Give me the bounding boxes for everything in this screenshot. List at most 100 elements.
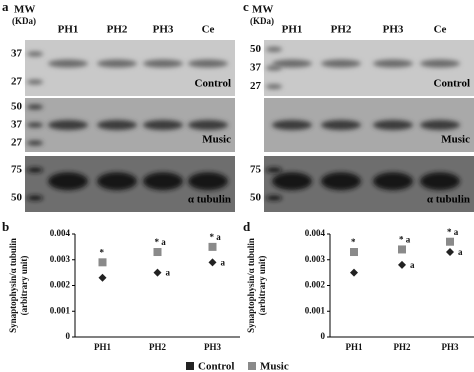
ladder-band: [27, 104, 43, 110]
mw-marker: 37: [250, 62, 262, 74]
ladder-band: [27, 167, 43, 173]
point-label: a: [410, 260, 415, 270]
point: [350, 248, 358, 257]
point: [98, 273, 107, 282]
mw-unit: (KDa): [250, 16, 274, 26]
ladder-band: [266, 84, 282, 90]
blot-band: [188, 120, 228, 130]
blot-label: Control: [434, 78, 470, 90]
mw-header: MW: [252, 4, 273, 16]
blot-band: [97, 120, 137, 130]
point: [398, 260, 406, 269]
lane-label: PH2: [107, 24, 128, 36]
lane-label: Ce: [434, 24, 447, 36]
ladder-band: [266, 65, 282, 71]
blot-label: Control: [195, 78, 231, 90]
mw-marker: 27: [250, 80, 262, 92]
blot-band: [373, 59, 413, 68]
blot-label: Music: [441, 134, 470, 146]
blot-band: [420, 120, 460, 130]
legend-marker: [186, 362, 194, 370]
y-axis-label: Synaptophysin/α tubulin: [246, 238, 256, 333]
blot-band: [188, 172, 228, 191]
ladder-band: [266, 46, 282, 52]
blot-band: [97, 172, 137, 191]
lane-label: PH1: [58, 24, 79, 36]
mw-marker: 50: [11, 192, 23, 204]
point-label: a: [166, 268, 171, 278]
y-tick-label: 0.001: [305, 305, 326, 315]
blot-strip: [264, 40, 474, 96]
blot-band: [373, 172, 413, 191]
blot-band: [272, 120, 312, 130]
mw-marker: 37: [11, 48, 23, 60]
blot-band: [321, 172, 361, 191]
point: [398, 245, 406, 254]
lane-label: PH3: [383, 24, 404, 36]
blot-band: [188, 59, 228, 68]
y-axis-label: (arbitrary unit): [19, 256, 29, 316]
point: [98, 258, 107, 267]
point-label: a: [221, 257, 226, 267]
y-tick-label: 0.003: [50, 254, 71, 264]
mw-marker: 75: [250, 164, 262, 176]
blot-band: [272, 172, 312, 191]
y-axis-label: Synaptophysin/α tubulin: [8, 238, 18, 333]
x-tick-label: PH1: [94, 342, 111, 352]
x-tick-label: PH3: [204, 342, 221, 352]
legend-marker: [248, 362, 256, 370]
point-label: *: [351, 237, 356, 247]
legend-label: Music: [260, 361, 289, 372]
mw-marker: 50: [250, 43, 262, 55]
point: [208, 258, 217, 267]
mw-marker: 27: [11, 137, 23, 149]
mw-marker: 27: [11, 76, 23, 88]
mw-marker: 50: [250, 192, 262, 204]
x-tick-label: PH2: [149, 342, 166, 352]
lane-label: Ce: [202, 24, 215, 36]
mw-marker: 75: [11, 164, 23, 176]
point-label: a: [458, 247, 463, 257]
panel-letter: b: [2, 219, 9, 234]
y-tick-label: 0.001: [50, 305, 71, 315]
point: [153, 268, 162, 277]
blot-band: [373, 120, 413, 130]
panel-letter: d: [243, 219, 251, 234]
blot-band: [272, 59, 312, 68]
blot-band: [143, 120, 183, 130]
y-tick-label: 0: [66, 331, 71, 341]
y-tick-label: 0.003: [305, 254, 326, 264]
blot-band: [420, 172, 460, 191]
ladder-band: [27, 122, 43, 128]
blot-band: [420, 59, 460, 68]
ladder-band: [27, 51, 43, 57]
point-label: * a: [210, 232, 222, 242]
ladder-band: [27, 140, 43, 146]
blot-band: [321, 59, 361, 68]
blot-band: [143, 172, 183, 191]
x-tick-label: PH3: [442, 342, 459, 352]
blot-band: [321, 120, 361, 130]
blot-label: α tubulin: [188, 194, 231, 206]
mw-marker: 50: [11, 101, 23, 113]
ladder-band: [266, 195, 282, 201]
blot-strip: [25, 40, 235, 96]
lane-label: PH2: [331, 24, 352, 36]
panel-letter: a: [2, 0, 9, 14]
blot-band: [97, 59, 137, 68]
point-label: *: [100, 247, 105, 257]
x-tick-label: PH1: [346, 342, 363, 352]
panel-letter: c: [243, 0, 249, 14]
blot-label: α tubulin: [427, 194, 470, 206]
blot-band: [48, 172, 88, 191]
x-tick-label: PH2: [394, 342, 411, 352]
point: [153, 248, 162, 257]
point: [446, 248, 454, 257]
y-tick-label: 0.002: [50, 280, 71, 290]
point: [446, 237, 454, 246]
ladder-band: [266, 167, 282, 173]
ladder-band: [27, 195, 43, 201]
point: [208, 242, 217, 251]
mw-header: MW: [14, 4, 35, 16]
